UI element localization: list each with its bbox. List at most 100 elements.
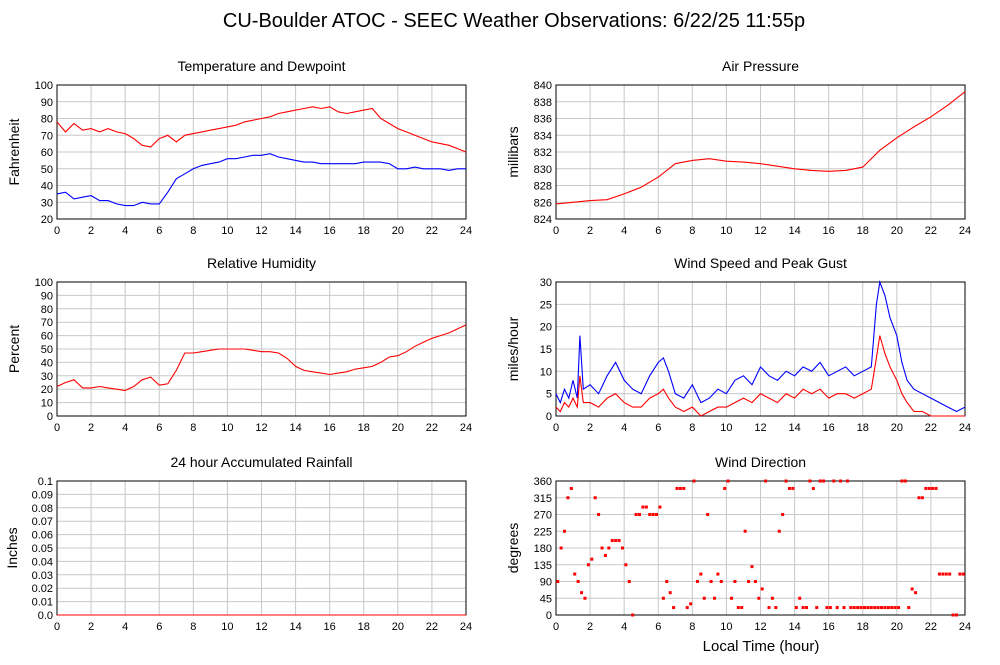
data-point <box>903 479 907 483</box>
y-tick-label: 30 <box>41 197 53 209</box>
y-axis-label: millibars <box>505 126 521 177</box>
x-tick-label: 20 <box>891 225 903 237</box>
y-tick-label: 0.04 <box>32 556 53 568</box>
series-line-0 <box>555 279 966 413</box>
y-tick-label: 0 <box>546 411 552 423</box>
data-point <box>597 513 601 516</box>
data-point <box>678 486 682 490</box>
y-tick-label: 0.0 <box>38 610 53 622</box>
y-tick-label: 90 <box>41 290 53 302</box>
x-tick-label: 16 <box>324 225 336 237</box>
y-tick-label: 838 <box>534 97 552 109</box>
data-point <box>747 580 751 583</box>
x-tick-label: 10 <box>221 621 233 633</box>
x-tick-label: 6 <box>156 422 162 434</box>
data-point <box>668 591 672 595</box>
data-point <box>900 479 904 483</box>
data-point <box>845 479 849 483</box>
data-point <box>590 557 594 561</box>
data-point <box>556 580 560 583</box>
y-tick-label: 826 <box>534 197 552 209</box>
x-tick-label: 12 <box>754 225 766 237</box>
data-point <box>712 596 716 600</box>
y-tick-label: 50 <box>41 344 53 356</box>
y-tick-label: 90 <box>41 97 53 109</box>
data-point <box>631 613 635 617</box>
data-point <box>794 606 798 610</box>
data-point <box>617 539 621 543</box>
x-tick-label: 0 <box>553 621 559 633</box>
y-tick-label: 45 <box>540 593 552 605</box>
chart-title: Temperature and Dewpoint <box>177 58 345 74</box>
x-tick-label: 16 <box>823 621 835 633</box>
shared-x-axis-label: Local Time (hour) <box>703 638 820 655</box>
x-tick-label: 12 <box>255 225 267 237</box>
x-tick-label: 4 <box>621 225 627 237</box>
data-point <box>883 606 887 610</box>
x-tick-label: 10 <box>720 422 732 434</box>
data-point <box>910 587 914 591</box>
y-tick-label: 834 <box>534 130 552 142</box>
y-tick-label: 360 <box>534 476 552 488</box>
data-point <box>736 606 740 610</box>
x-tick-label: 6 <box>156 621 162 633</box>
x-tick-label: 20 <box>392 225 404 237</box>
x-tick-label: 14 <box>289 225 301 237</box>
data-point <box>948 572 952 576</box>
data-point <box>893 606 897 610</box>
data-point <box>699 572 703 576</box>
chart-title: Air Pressure <box>722 58 799 74</box>
x-tick-label: 22 <box>426 422 438 434</box>
y-tick-label: 100 <box>35 80 53 92</box>
x-tick-label: 18 <box>857 225 869 237</box>
x-tick-label: 14 <box>788 225 800 237</box>
data-point <box>695 580 699 583</box>
data-point <box>787 486 791 490</box>
x-tick-label: 22 <box>925 621 937 633</box>
data-point <box>740 606 744 610</box>
data-point <box>603 553 607 557</box>
series-line-0 <box>56 324 467 392</box>
y-tick-label: 20 <box>41 384 53 396</box>
x-tick-label: 8 <box>190 422 196 434</box>
data-point <box>733 580 737 583</box>
data-point <box>811 486 815 490</box>
data-point <box>624 563 628 567</box>
y-tick-label: 60 <box>41 147 53 159</box>
y-tick-label: 270 <box>534 510 552 522</box>
data-point <box>801 606 805 610</box>
y-tick-label: 10 <box>41 398 53 410</box>
data-point <box>607 546 611 550</box>
data-point <box>839 479 843 483</box>
x-tick-label: 10 <box>720 225 732 237</box>
x-tick-label: 16 <box>823 422 835 434</box>
x-tick-label: 14 <box>289 422 301 434</box>
data-point <box>750 565 754 569</box>
data-point <box>569 486 573 490</box>
y-tick-label: 80 <box>41 304 53 316</box>
page-title: CU-Boulder ATOC - SEEC Weather Observati… <box>223 10 805 32</box>
x-tick-label: 2 <box>88 225 94 237</box>
data-point <box>692 479 696 483</box>
data-point <box>937 572 941 576</box>
data-point <box>770 596 774 600</box>
data-point <box>941 572 945 576</box>
data-point <box>849 606 853 610</box>
data-point <box>822 479 826 483</box>
x-tick-label: 0 <box>553 225 559 237</box>
data-point <box>961 572 965 576</box>
chart-title: Relative Humidity <box>207 255 316 271</box>
data-point <box>641 505 645 509</box>
x-tick-label: 24 <box>460 225 472 237</box>
x-tick-label: 12 <box>255 621 267 633</box>
chart-title: Wind Direction <box>715 454 806 470</box>
data-point <box>869 606 873 610</box>
data-point <box>655 513 659 516</box>
y-tick-label: 80 <box>41 114 53 126</box>
x-tick-label: 20 <box>891 422 903 434</box>
